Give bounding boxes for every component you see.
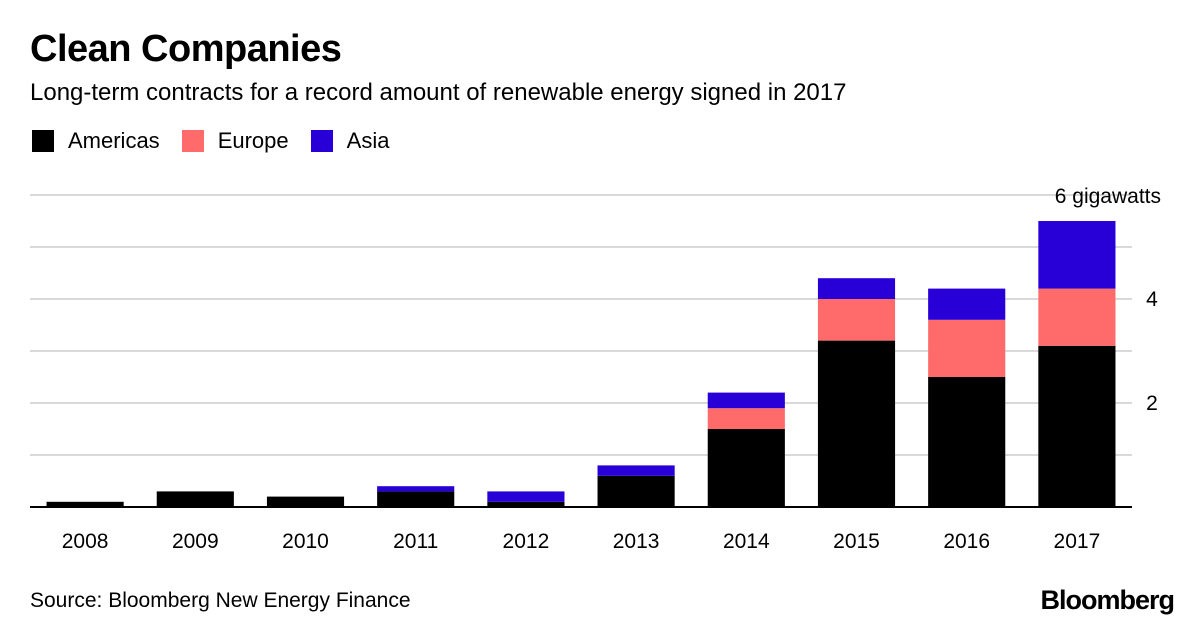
bar-europe-2014	[707, 408, 785, 429]
bar-americas-2012	[487, 501, 565, 507]
bar-americas-2014	[707, 429, 785, 507]
axes: 2008 2009 2010 2011 2012 2013 2014 2015 2016 2017…	[30, 185, 1161, 553]
x-tick-label-2014: 2014	[723, 530, 770, 553]
legend-item-americas: Americas	[32, 128, 160, 154]
chart-subtitle: Long-term contracts for a record amount …	[30, 79, 847, 106]
bar-asia-2011	[377, 486, 455, 492]
legend: Americas Europe Asia	[32, 128, 411, 154]
x-tick-label-2011: 2011	[393, 530, 438, 553]
y-tick-label-6: 6 gigawatts	[1055, 185, 1161, 208]
bar-europe-2017	[1038, 288, 1116, 346]
y-tick-label-4: 4	[1146, 288, 1158, 311]
legend-label-asia: Asia	[346, 128, 390, 153]
legend-swatch-americas	[32, 130, 54, 152]
bar-americas-2008	[46, 501, 124, 507]
x-tick-label-2015: 2015	[833, 530, 880, 553]
bloomberg-logo: Bloomberg	[1040, 585, 1175, 615]
bars	[46, 221, 1116, 507]
x-tick-label-2008: 2008	[62, 530, 109, 553]
legend-label-americas: Americas	[68, 128, 160, 153]
legend-label-europe: Europe	[217, 128, 289, 153]
bar-asia-2017	[1038, 221, 1116, 289]
source-note: Source: Bloomberg New Energy Finance	[30, 589, 411, 612]
x-tick-label-2012: 2012	[503, 530, 550, 553]
legend-swatch-europe	[181, 130, 204, 152]
bar-asia-2013	[597, 465, 675, 476]
x-tick-label-2013: 2013	[613, 530, 660, 553]
bar-asia-2014	[707, 392, 785, 409]
bar-europe-2015	[817, 299, 896, 341]
x-tick-label-2009: 2009	[172, 530, 219, 553]
chart-title: Clean Companies	[30, 28, 342, 70]
x-tick-label-2016: 2016	[943, 530, 990, 553]
bar-americas-2017	[1038, 345, 1116, 507]
bar-americas-2015	[817, 340, 896, 507]
bar-asia-2012	[487, 491, 565, 502]
legend-item-asia: Asia	[310, 128, 390, 154]
bar-americas-2010	[266, 496, 345, 507]
legend-swatch-asia	[310, 130, 333, 152]
bar-asia-2016	[928, 288, 1006, 320]
bar-americas-2009	[156, 491, 234, 507]
x-tick-label-2010: 2010	[282, 530, 329, 553]
legend-item-europe: Europe	[181, 128, 289, 154]
bar-americas-2011	[377, 491, 455, 507]
x-tick-label-2017: 2017	[1054, 530, 1101, 553]
bar-europe-2016	[928, 319, 1006, 377]
bar-americas-2016	[928, 377, 1006, 507]
bar-asia-2015	[817, 278, 896, 299]
y-tick-label-2: 2	[1146, 392, 1158, 415]
bar-americas-2013	[597, 475, 675, 507]
